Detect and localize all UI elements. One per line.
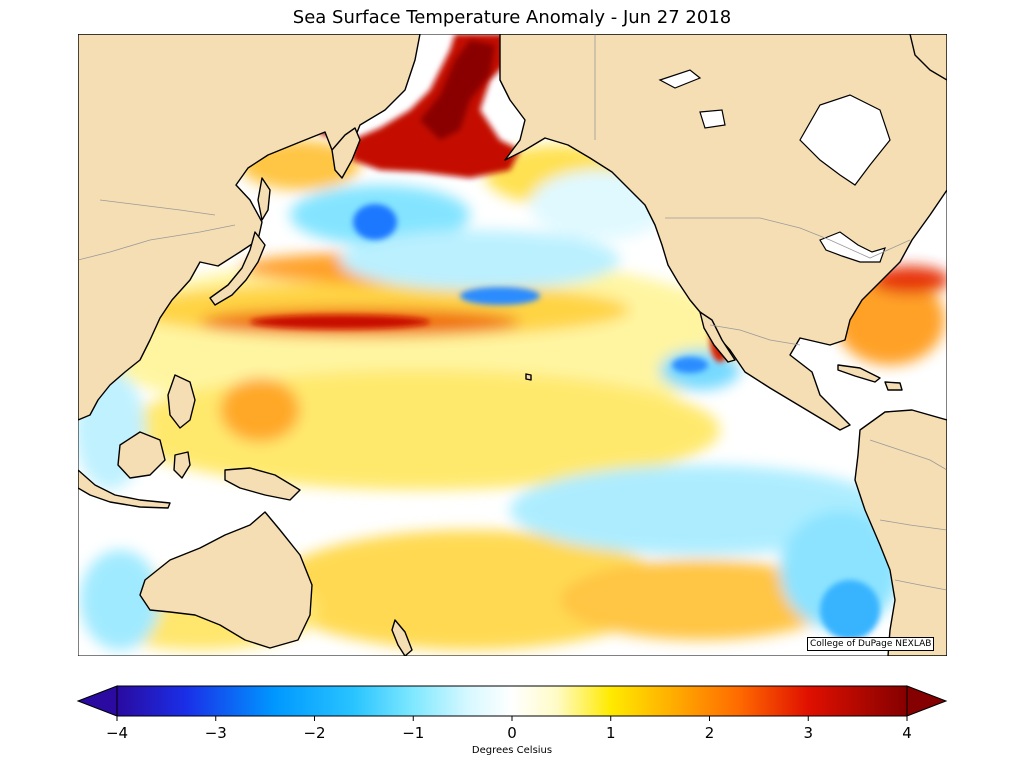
- credit-label: College of DuPage NEXLAB: [807, 637, 935, 651]
- asia-landmass: [78, 34, 421, 421]
- anomaly-blob: [460, 287, 540, 305]
- asia-internal-borders: [78, 224, 236, 261]
- anomaly-blob: [560, 560, 840, 640]
- political-borders: [78, 34, 947, 591]
- sulawesi-island: [173, 451, 191, 479]
- kamchatka-peninsula: [331, 127, 361, 179]
- map-title: Sea Surface Temperature Anomaly - Jun 27…: [292, 7, 732, 28]
- colorbar-ticks: [116, 716, 908, 721]
- anomaly-blob: [340, 230, 620, 290]
- anomaly-blob: [270, 530, 670, 650]
- us-canada-border: [665, 217, 911, 259]
- anomaly-blob: [672, 357, 708, 373]
- colorbar-tick-label: 2: [704, 724, 715, 742]
- lakes-and-bays: [658, 69, 891, 263]
- colorbar-tick-label: −1: [402, 724, 425, 742]
- bering-arctic-islands: [699, 109, 726, 129]
- philippines-islands: [167, 374, 196, 429]
- colorbar-under-triangle: [76, 685, 118, 717]
- sakhalin-island: [257, 177, 271, 221]
- colorbar-tick-label: 1: [605, 724, 616, 742]
- baja-california: [699, 311, 736, 363]
- australia-landmass: [139, 511, 313, 649]
- cuba-island: [837, 364, 881, 383]
- south-america-borders: [869, 439, 947, 591]
- new-guinea-island: [224, 467, 301, 501]
- colorbar-body: [116, 685, 908, 717]
- asia-internal-borders-2: [99, 199, 216, 216]
- borneo-island: [117, 431, 166, 479]
- colorbar-tick-label: 4: [902, 724, 912, 742]
- colorbar-tick-label: −2: [303, 724, 326, 742]
- sumatra-java-islands: [78, 469, 171, 509]
- colorbar-tick-label: −4: [105, 724, 129, 742]
- hudson-bay: [799, 94, 891, 186]
- bering-strong-anomaly: [420, 40, 495, 140]
- arctic-island-west: [658, 69, 702, 89]
- anomaly-blob: [80, 550, 160, 650]
- us-mexico-border: [709, 324, 801, 346]
- colorbar-label: Degrees Celsius: [471, 745, 553, 756]
- anomaly-blob: [250, 315, 430, 329]
- colorbar-tick-label: −3: [204, 724, 227, 742]
- south-america-landmass: [854, 409, 947, 656]
- anomaly-blob: [820, 580, 880, 640]
- anomaly-blob: [220, 378, 300, 442]
- hawaii-islands: [525, 373, 532, 381]
- colorbar-tick-label: 3: [803, 724, 814, 742]
- colorbar-tick-label: 0: [507, 724, 517, 742]
- japan-islands: [209, 231, 266, 306]
- anomaly-blob: [353, 204, 397, 240]
- new-zealand-islands: [391, 619, 413, 656]
- great-lakes: [819, 231, 886, 263]
- greenland-coast: [909, 34, 947, 81]
- colorbar-over-triangle: [906, 685, 948, 717]
- hispaniola-island: [884, 381, 903, 391]
